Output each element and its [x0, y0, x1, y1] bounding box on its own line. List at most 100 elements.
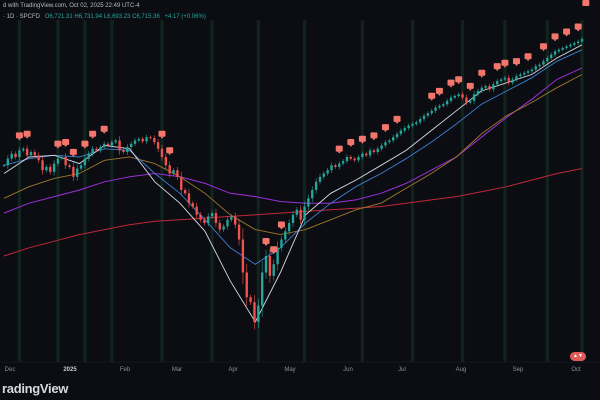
signal-box — [15, 132, 23, 139]
volume-band — [56, 20, 60, 362]
candle — [338, 163, 341, 167]
candle — [472, 94, 476, 101]
candle — [2, 165, 6, 167]
signal-pointer — [349, 145, 353, 147]
signal-pointer — [383, 130, 387, 133]
signal-box — [262, 238, 270, 244]
signal-marker — [69, 148, 77, 157]
candle — [280, 239, 283, 248]
candle — [214, 213, 218, 223]
signal-marker — [574, 23, 582, 32]
candle — [106, 143, 110, 146]
candle — [476, 91, 480, 95]
candle — [234, 216, 237, 225]
signal-box — [347, 139, 355, 145]
signal-pointer — [449, 85, 453, 88]
candle — [29, 152, 33, 156]
candle — [33, 152, 37, 156]
signal-box — [100, 125, 108, 132]
candle — [314, 181, 318, 190]
ohlc-legend: · 1D · SPCFD O6,721.31 H6,731.94 L6,693.… — [3, 14, 206, 20]
candle — [488, 86, 491, 90]
signal-pointer — [279, 227, 283, 230]
signal-box — [563, 28, 571, 35]
candle — [164, 157, 168, 166]
candle — [284, 231, 287, 240]
candle — [10, 153, 13, 159]
signal-pointer — [264, 244, 268, 246]
signal-box — [478, 69, 486, 76]
signal-box — [158, 130, 166, 137]
candle — [241, 239, 245, 273]
candle — [341, 161, 345, 164]
signal-box — [539, 43, 547, 50]
signal-marker — [393, 115, 401, 124]
signal-marker — [370, 132, 378, 141]
signal-marker — [54, 140, 62, 149]
candle — [445, 100, 449, 105]
candle — [569, 44, 572, 47]
candle — [380, 145, 383, 149]
sma-20-line — [3, 44, 583, 323]
signal-box — [455, 76, 463, 83]
candle — [534, 66, 537, 70]
signal-box — [447, 79, 455, 86]
signal-pointer — [565, 34, 569, 37]
candle — [37, 155, 40, 161]
candle — [449, 97, 453, 101]
candle — [291, 214, 295, 223]
candle — [430, 110, 433, 114]
signal-marker — [563, 28, 571, 37]
candle — [287, 223, 291, 232]
candle — [345, 157, 349, 162]
signal-pointer — [503, 65, 507, 68]
candle — [272, 264, 275, 276]
signal-badge[interactable]: ▲▼ — [570, 352, 586, 361]
candle — [253, 302, 256, 322]
volume-band — [360, 20, 364, 362]
candle — [210, 213, 214, 217]
signal-marker — [335, 145, 343, 154]
sma-100-line — [3, 74, 583, 236]
candle — [83, 158, 87, 166]
candle — [523, 72, 526, 75]
x-tick-label: Apr — [228, 367, 238, 373]
signal-box — [277, 221, 285, 228]
signal-box — [81, 140, 89, 147]
volume-band — [110, 20, 114, 362]
candle — [511, 79, 514, 83]
candle — [318, 176, 322, 182]
signal-marker — [15, 132, 23, 141]
candle — [411, 124, 414, 126]
x-tick-label: Sep — [512, 367, 524, 373]
candle — [349, 157, 352, 159]
signal-pointer — [430, 98, 434, 101]
candle — [565, 46, 568, 49]
candle — [191, 203, 194, 207]
volume-band — [580, 20, 584, 362]
candle — [207, 216, 210, 223]
signal-box — [358, 135, 366, 142]
candle — [403, 128, 406, 131]
candle — [376, 148, 379, 153]
candle — [311, 190, 314, 199]
candle — [264, 256, 268, 273]
volume-band — [83, 20, 87, 362]
candle — [434, 107, 437, 111]
x-tick-label: Oct — [571, 367, 581, 373]
candle — [438, 105, 441, 108]
signal-pointer — [25, 136, 29, 139]
candle — [303, 206, 306, 220]
signal-marker — [466, 82, 474, 91]
candle — [257, 305, 260, 322]
signal-box — [89, 130, 97, 137]
signal-pointer — [102, 131, 106, 134]
candle — [22, 148, 25, 151]
candle — [172, 170, 175, 174]
signal-marker — [455, 76, 463, 85]
volume-band — [410, 20, 415, 362]
candle — [330, 165, 333, 171]
candle — [299, 209, 302, 220]
signal-marker — [347, 139, 355, 147]
